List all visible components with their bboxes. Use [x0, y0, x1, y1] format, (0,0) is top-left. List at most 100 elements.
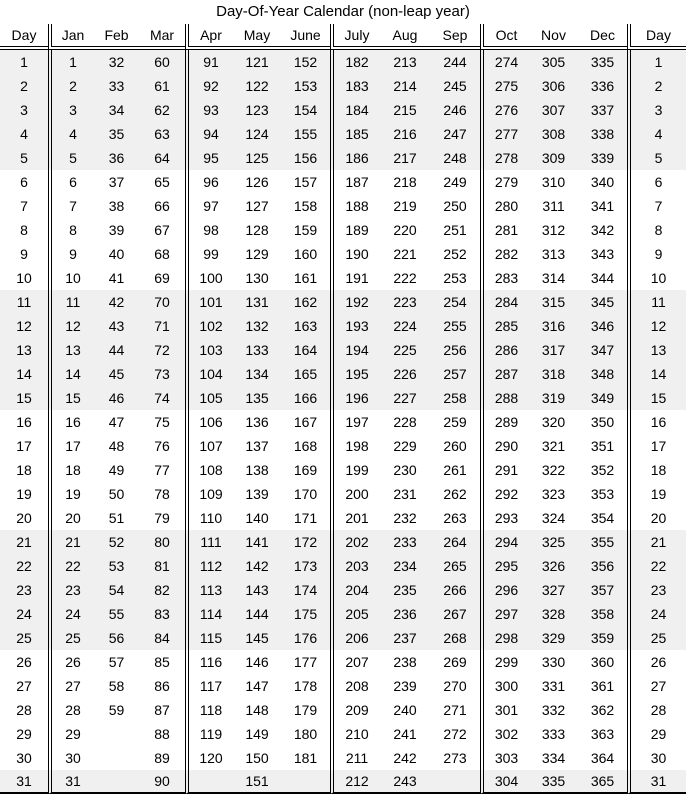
cell-june-5[interactable]: 156: [281, 146, 330, 170]
cell-aug-16[interactable]: 228: [393, 414, 417, 430]
cell-june-2[interactable]: 153: [281, 74, 330, 98]
cell-may-16[interactable]: 136: [245, 414, 269, 430]
cell-dec-12[interactable]: 346: [578, 314, 627, 338]
header-sep[interactable]: Sep: [430, 24, 480, 50]
cell-feb-16[interactable]: 47: [108, 414, 125, 430]
cell-mar-28[interactable]: 87: [154, 702, 170, 718]
cell-sep-22[interactable]: 265: [430, 554, 480, 578]
cell-dec-18[interactable]: 352: [590, 462, 615, 478]
cell-june-24[interactable]: 175: [281, 602, 330, 626]
cell-july-12[interactable]: 193: [330, 314, 380, 338]
cell-feb-5[interactable]: 36: [94, 146, 139, 170]
cell-feb-7[interactable]: 38: [108, 198, 125, 214]
cell-dec-3[interactable]: 337: [578, 98, 627, 122]
cell-feb-8[interactable]: 39: [108, 222, 125, 238]
cell-jan-11[interactable]: 11: [48, 290, 94, 314]
cell-mar-1[interactable]: 60: [139, 50, 185, 74]
cell-aug-28[interactable]: 240: [393, 702, 417, 718]
cell-june-6[interactable]: 157: [293, 174, 318, 190]
cell-july-4[interactable]: 185: [330, 122, 380, 146]
cell-dec-13[interactable]: 347: [578, 338, 627, 362]
cell-june-10[interactable]: 161: [293, 270, 318, 286]
cell-dec-30[interactable]: 364: [590, 750, 615, 766]
cell-jan-17[interactable]: 17: [48, 434, 94, 458]
header-dec[interactable]: Dec: [578, 24, 627, 50]
cell-nov-22[interactable]: 326: [529, 554, 578, 578]
cell-oct-26[interactable]: 299: [480, 650, 529, 674]
day-cell-right-20[interactable]: 20: [627, 506, 686, 530]
cell-aug-2[interactable]: 214: [380, 74, 430, 98]
cell-mar-15[interactable]: 74: [139, 386, 185, 410]
cell-feb-26[interactable]: 57: [108, 654, 125, 670]
cell-july-14[interactable]: 195: [330, 362, 380, 386]
cell-oct-20[interactable]: 293: [480, 506, 529, 530]
cell-mar-14[interactable]: 73: [139, 362, 185, 386]
cell-july-29[interactable]: 210: [330, 722, 380, 746]
cell-may-29[interactable]: 149: [245, 726, 269, 742]
cell-apr-16[interactable]: 106: [185, 410, 233, 434]
cell-aug-17[interactable]: 229: [393, 438, 417, 454]
cell-aug-18[interactable]: 230: [393, 462, 417, 478]
cell-july-30[interactable]: 211: [330, 746, 380, 770]
cell-july-24[interactable]: 205: [330, 602, 380, 626]
cell-aug-21[interactable]: 233: [380, 530, 430, 554]
cell-mar-26[interactable]: 85: [154, 654, 170, 670]
cell-sep-3[interactable]: 246: [430, 98, 480, 122]
cell-june-29[interactable]: 180: [293, 726, 318, 742]
day-cell-right-16[interactable]: 16: [627, 410, 686, 434]
cell-may-21[interactable]: 141: [233, 530, 281, 554]
cell-may-3[interactable]: 123: [233, 98, 281, 122]
cell-apr-26[interactable]: 116: [185, 650, 233, 674]
cell-sep-5[interactable]: 248: [430, 146, 480, 170]
cell-dec-11[interactable]: 345: [578, 290, 627, 314]
day-cell-left-3[interactable]: 3: [0, 98, 48, 122]
cell-nov-3[interactable]: 307: [529, 98, 578, 122]
cell-may-26[interactable]: 146: [245, 654, 269, 670]
cell-oct-2[interactable]: 275: [480, 74, 529, 98]
day-cell-left-12[interactable]: 12: [0, 314, 48, 338]
header-aug[interactable]: Aug: [380, 24, 430, 50]
cell-sep-15[interactable]: 258: [430, 386, 480, 410]
cell-mar-4[interactable]: 63: [139, 122, 185, 146]
cell-feb-12[interactable]: 43: [94, 314, 139, 338]
cell-aug-6[interactable]: 218: [393, 174, 417, 190]
cell-feb-24[interactable]: 55: [94, 602, 139, 626]
cell-july-28[interactable]: 209: [330, 698, 380, 722]
cell-jan-5[interactable]: 5: [48, 146, 94, 170]
header-feb[interactable]: Feb: [94, 24, 139, 50]
cell-nov-11[interactable]: 315: [529, 290, 578, 314]
cell-sep-28[interactable]: 271: [443, 702, 467, 718]
cell-dec-28[interactable]: 362: [590, 702, 615, 718]
cell-jan-4[interactable]: 4: [48, 122, 94, 146]
cell-jan-2[interactable]: 2: [48, 74, 94, 98]
cell-apr-6[interactable]: 96: [185, 170, 233, 194]
cell-nov-14[interactable]: 318: [529, 362, 578, 386]
cell-nov-10[interactable]: 314: [541, 270, 566, 286]
cell-july-9[interactable]: 190: [330, 242, 380, 266]
cell-july-31[interactable]: 212: [330, 770, 380, 794]
cell-june-8[interactable]: 159: [293, 222, 318, 238]
day-cell-right-27[interactable]: 27: [627, 674, 686, 698]
header-july[interactable]: July: [330, 24, 380, 50]
cell-mar-7[interactable]: 66: [154, 198, 170, 214]
cell-may-7[interactable]: 127: [245, 198, 269, 214]
cell-jan-1[interactable]: 1: [48, 50, 94, 74]
cell-june-28[interactable]: 179: [293, 702, 318, 718]
cell-jan-3[interactable]: 3: [48, 98, 94, 122]
cell-sep-29[interactable]: 272: [443, 726, 467, 742]
cell-aug-7[interactable]: 219: [393, 198, 417, 214]
cell-oct-1[interactable]: 274: [480, 50, 529, 74]
cell-aug-9[interactable]: 221: [393, 246, 417, 262]
cell-feb-9[interactable]: 40: [108, 246, 125, 262]
cell-jan-23[interactable]: 23: [48, 578, 94, 602]
cell-june-12[interactable]: 163: [281, 314, 330, 338]
cell-sep-19[interactable]: 262: [443, 486, 467, 502]
cell-july-1[interactable]: 182: [330, 50, 380, 74]
day-cell-right-4[interactable]: 4: [627, 122, 686, 146]
cell-aug-5[interactable]: 217: [380, 146, 430, 170]
cell-jan-20[interactable]: 20: [48, 506, 94, 530]
cell-apr-18[interactable]: 108: [185, 458, 233, 482]
day-cell-right-19[interactable]: 19: [627, 482, 686, 506]
cell-apr-4[interactable]: 94: [185, 122, 233, 146]
cell-apr-3[interactable]: 93: [185, 98, 233, 122]
